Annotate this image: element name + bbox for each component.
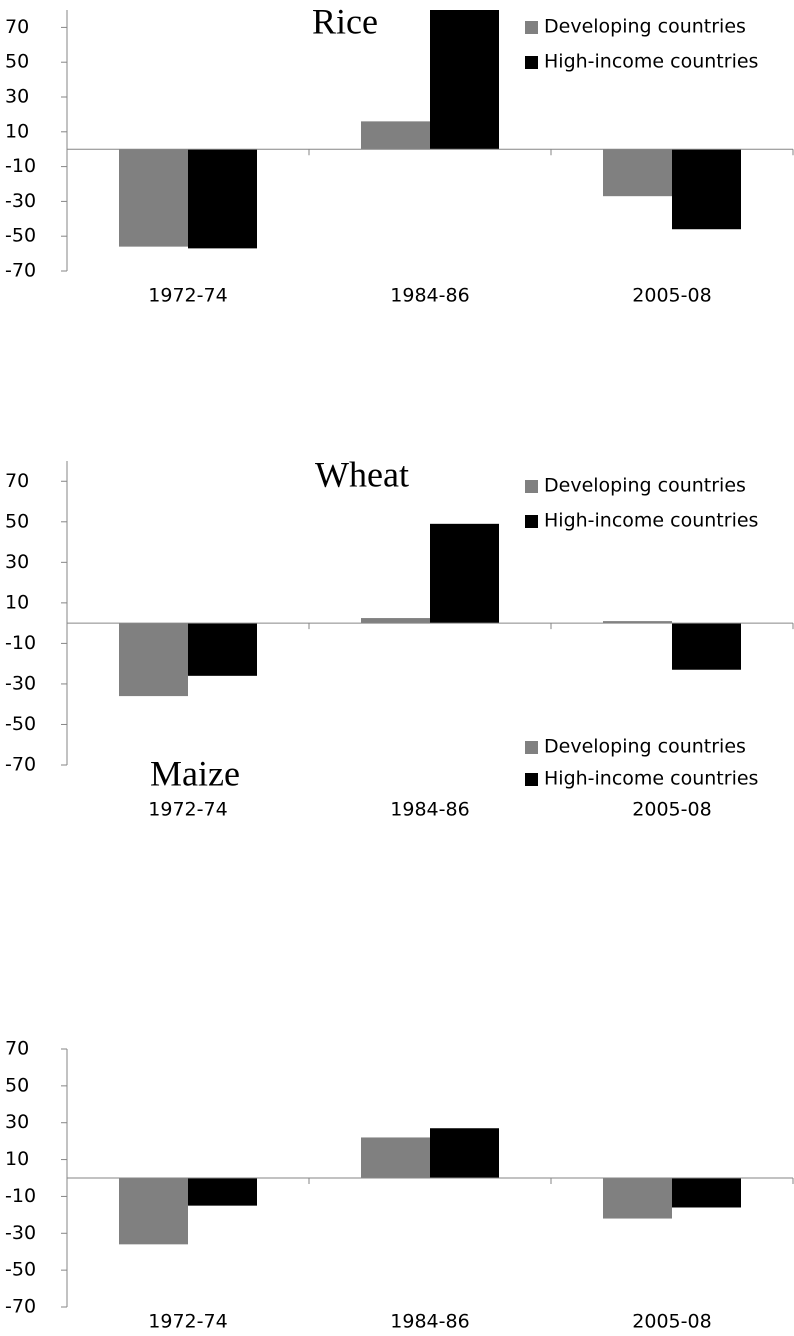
y-tick-label: -50	[5, 1259, 36, 1281]
bar	[430, 523, 499, 624]
legend-swatch	[525, 21, 538, 34]
y-tick-label: -10	[5, 155, 36, 177]
chart-title: Rice	[312, 1, 378, 41]
y-tick-label: -10	[5, 632, 36, 654]
x-tick-label: 2005-08	[632, 1311, 711, 1333]
bar	[361, 121, 430, 150]
legend-label: Developing countries	[544, 736, 746, 758]
bar	[119, 1178, 188, 1245]
legend-label: Developing countries	[544, 16, 746, 38]
y-tick-label: 30	[5, 551, 29, 573]
y-tick-label: 10	[5, 591, 29, 613]
y-tick-label: -70	[5, 260, 36, 282]
x-tick-label: 2005-08	[632, 285, 711, 307]
bar	[361, 1137, 430, 1178]
bar	[119, 623, 188, 697]
y-tick-label: 30	[5, 86, 29, 108]
bar	[672, 149, 741, 230]
y-tick-label: 10	[5, 1148, 29, 1170]
y-tick-label: 50	[5, 51, 29, 73]
bar	[188, 1178, 257, 1206]
bar	[188, 623, 257, 676]
bar	[430, 10, 499, 150]
bar	[603, 149, 672, 197]
y-tick-label: 30	[5, 1111, 29, 1133]
legend-label: High-income countries	[544, 768, 758, 790]
y-tick-label: -70	[5, 1296, 36, 1318]
bar	[603, 621, 672, 624]
x-tick-label: 1984-86	[390, 799, 469, 821]
x-tick-label: 1984-86	[390, 285, 469, 307]
bar	[361, 618, 430, 624]
y-tick-label: -30	[5, 672, 36, 694]
x-tick-label: 2005-08	[632, 799, 711, 821]
y-tick-label: -50	[5, 713, 36, 735]
legend-swatch	[525, 741, 538, 754]
legend-swatch	[525, 56, 538, 69]
legend-swatch	[525, 773, 538, 786]
x-tick-label: 1972-74	[148, 285, 227, 307]
legend-label: Developing countries	[544, 475, 746, 497]
x-tick-label: 1972-74	[148, 799, 227, 821]
y-tick-label: 50	[5, 1074, 29, 1096]
y-tick-label: -30	[5, 1222, 36, 1244]
y-tick-label: -30	[5, 190, 36, 212]
y-tick-label: 70	[5, 470, 29, 492]
bar	[119, 149, 188, 247]
y-tick-label: 70	[5, 1038, 29, 1060]
chart-title: Maize	[150, 753, 240, 793]
legend-swatch	[525, 480, 538, 493]
chart-title: Wheat	[315, 454, 409, 494]
y-tick-label: -70	[5, 754, 36, 776]
bar	[672, 1178, 741, 1208]
x-tick-label: 1972-74	[148, 1311, 227, 1333]
bar	[188, 149, 257, 249]
legend-label: High-income countries	[544, 51, 758, 73]
bar	[430, 1128, 499, 1178]
legend-swatch	[525, 515, 538, 528]
y-tick-label: 50	[5, 510, 29, 532]
y-tick-label: -50	[5, 225, 36, 247]
bar	[603, 1178, 672, 1219]
x-tick-label: 1984-86	[390, 1311, 469, 1333]
bar	[672, 623, 741, 670]
y-tick-label: 10	[5, 120, 29, 142]
y-tick-label: -10	[5, 1185, 36, 1207]
legend-label: High-income countries	[544, 510, 758, 532]
y-tick-label: 70	[5, 16, 29, 38]
